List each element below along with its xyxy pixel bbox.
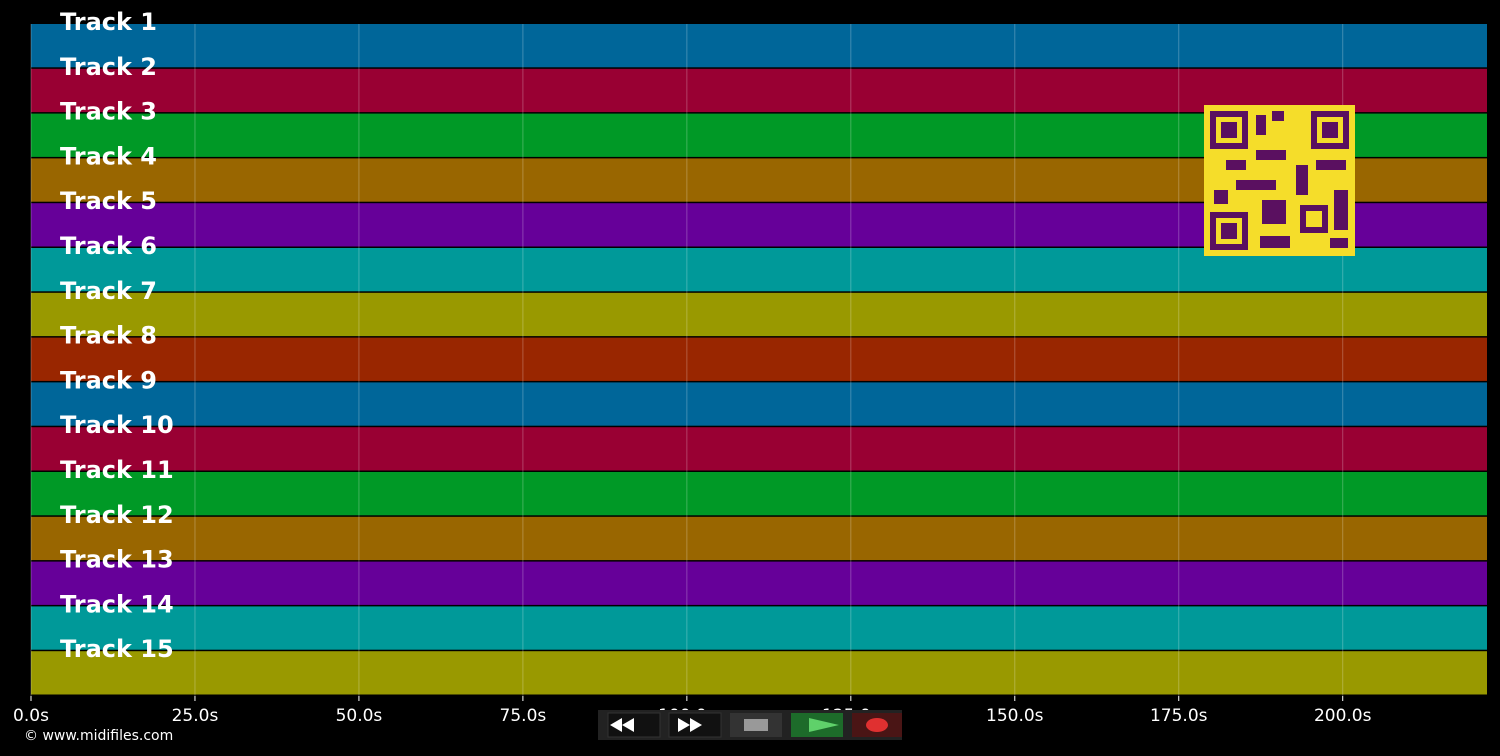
- track-label: Track 5: [60, 187, 157, 215]
- track-label: Track 15: [60, 635, 174, 663]
- x-tick-label: 200.0s: [1314, 706, 1372, 726]
- track-lane: [31, 516, 1487, 561]
- track-label: Track 8: [60, 322, 157, 350]
- track-label: Track 12: [60, 501, 174, 529]
- track-lane: [31, 337, 1487, 381]
- x-tick-label: 0.0s: [13, 706, 49, 726]
- x-tick-label: 175.0s: [1150, 706, 1208, 726]
- x-tick-label: 75.0s: [500, 706, 547, 726]
- track-lane: [31, 292, 1487, 337]
- x-tick-label: 50.0s: [336, 706, 383, 726]
- labels: Track 1 Track 2 Track 3 Track 4 Track 5 Track…: [60, 8, 174, 663]
- x-tick-label: 150.0s: [986, 706, 1044, 726]
- track-lane: [31, 606, 1487, 650]
- track-lane: [31, 472, 1487, 516]
- record-button[interactable]: [852, 713, 902, 737]
- track-label: Track 3: [60, 98, 157, 126]
- fast-forward-button[interactable]: [668, 712, 722, 738]
- transport-controls: [598, 710, 902, 740]
- play-button[interactable]: [791, 713, 843, 737]
- footer: © www.midifiles.com: [24, 728, 173, 744]
- track-lane: [31, 24, 1487, 68]
- track-label: Track 7: [60, 277, 157, 305]
- track-lane: [31, 651, 1487, 695]
- track-lane: [31, 382, 1487, 426]
- rewind-button[interactable]: [607, 712, 661, 738]
- track-label: Track 4: [60, 142, 157, 170]
- track-label: Track 11: [60, 456, 174, 484]
- track-lane: [31, 68, 1487, 113]
- track-label: Track 13: [60, 546, 174, 574]
- stop-button[interactable]: [730, 713, 782, 737]
- track-label: Track 9: [60, 366, 157, 394]
- track-label: Track 14: [60, 590, 174, 618]
- track-label: Track 6: [60, 232, 157, 260]
- qr-code: [1204, 105, 1355, 256]
- track-label: Track 10: [60, 411, 174, 439]
- track-lane: [31, 427, 1487, 471]
- track-lane: [31, 561, 1487, 605]
- x-tick-label: 25.0s: [172, 706, 219, 726]
- track-label: Track 2: [60, 53, 157, 81]
- track-label: Track 1: [60, 8, 157, 36]
